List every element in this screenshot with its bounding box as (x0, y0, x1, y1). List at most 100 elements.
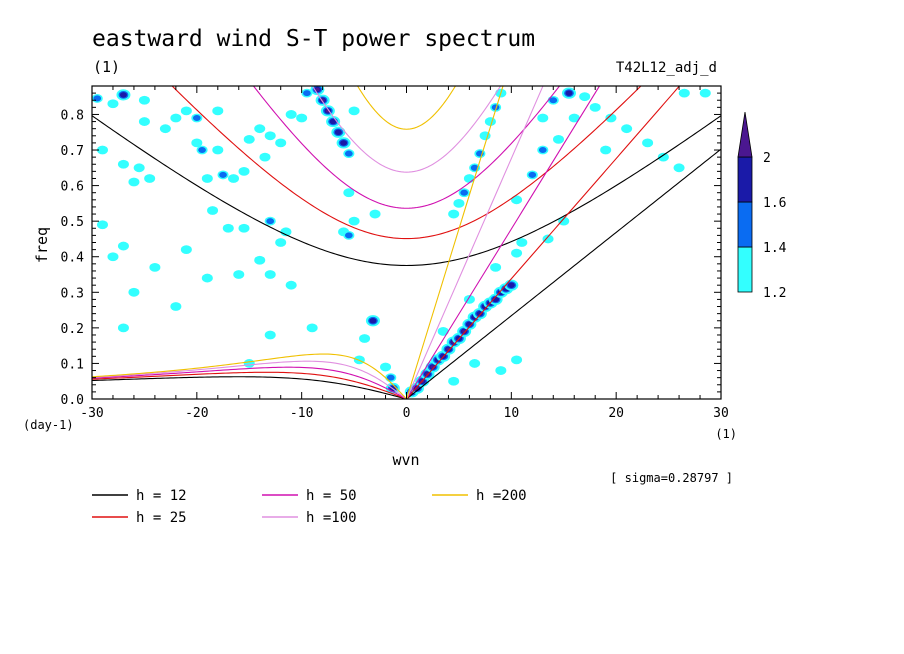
y-tick-label: 0.5 (61, 215, 84, 230)
power-blob-122 (621, 124, 633, 134)
x-tick-label: -20 (185, 406, 208, 421)
power-blob-33-level2 (266, 218, 275, 225)
power-contours (92, 86, 711, 398)
power-blob-48 (348, 216, 360, 226)
power-blob-39-level3 (329, 118, 337, 125)
power-blob-9 (96, 220, 108, 230)
power-blob-24 (238, 166, 250, 176)
x-axis-label: wvn (392, 451, 419, 469)
power-blob-52 (180, 245, 192, 255)
y-tick-label: 0.3 (61, 286, 84, 301)
power-blob-113-level2 (538, 146, 547, 154)
gravity-curve-4 (356, 86, 457, 130)
rossby-curve-1 (92, 371, 407, 399)
power-blob-46 (285, 110, 297, 119)
legend-label-3: h =100 (306, 510, 357, 526)
power-blob-123 (642, 138, 654, 148)
y-tick-label: 0.6 (61, 180, 84, 195)
power-blob-50-level2 (344, 232, 353, 239)
power-blob-6 (133, 163, 145, 173)
power-blob-114 (553, 134, 565, 144)
power-blob-10 (117, 241, 129, 251)
power-blob-124 (657, 152, 669, 162)
power-blob-90-level3 (507, 282, 515, 288)
power-blob-58 (149, 262, 161, 272)
gravity-curve-2 (252, 86, 561, 209)
power-blob-12 (138, 117, 150, 126)
legend-label-2: h = 50 (306, 488, 357, 504)
power-blob-118-level3 (565, 90, 573, 96)
power-blob-17 (212, 106, 224, 116)
power-blob-22-level2 (219, 171, 227, 178)
colorbar-arrow (737, 111, 753, 158)
colorbar-label: 1.2 (763, 286, 786, 301)
y-tick-label: 0.2 (61, 322, 84, 337)
chart-subtitle-right: T42L12_adj_d (616, 60, 717, 76)
power-blob-66 (359, 334, 371, 343)
power-blob-51 (369, 209, 381, 219)
power-blob-93 (490, 262, 502, 272)
power-blob-34 (280, 227, 292, 237)
y-axis: 0.0 0.1 0.2 0.3 0.4 0.5 0.6 0.7 0.8 (61, 85, 721, 408)
y-tick-label: 0.0 (61, 393, 84, 408)
chart-subtitle-left: (1) (93, 58, 120, 76)
rossby-curve-2 (92, 366, 407, 399)
power-blob-129 (511, 355, 523, 365)
power-blob-28 (275, 138, 287, 148)
power-blob-95 (516, 238, 528, 247)
kelvin-curve-1 (406, 86, 681, 399)
chart-title: eastward wind S-T power spectrum (92, 26, 535, 52)
power-blob-18 (191, 138, 203, 148)
colorbar-segment-0 (737, 246, 753, 293)
sigma-note: [ sigma=0.28797 ] (610, 471, 733, 485)
kelvin-curve-2 (406, 86, 601, 399)
dispersion-curves (92, 86, 721, 399)
colorbar-segment-1 (737, 201, 753, 248)
y-tick-label: 0.7 (61, 144, 84, 159)
power-blob-128 (699, 88, 711, 98)
power-blob-119 (579, 92, 591, 102)
power-blob-100 (469, 359, 481, 368)
power-blob-91 (437, 327, 449, 336)
kelvin-curve-0 (406, 148, 721, 399)
power-blob-56 (264, 270, 276, 279)
power-blob-116 (568, 113, 580, 123)
y-axis-label: freq (33, 227, 51, 263)
power-blob-15 (180, 106, 192, 116)
power-blob-29 (259, 152, 271, 162)
x-tick-label: 20 (608, 406, 624, 421)
power-blob-1 (107, 99, 119, 109)
power-blob-107 (484, 117, 496, 126)
power-blob-3 (138, 95, 150, 105)
legend: h = 12 h = 25 h = 50 h =100 h =200 (92, 488, 527, 526)
power-blob-112-level2 (528, 171, 537, 178)
power-blob-111 (511, 195, 523, 205)
gravity-curve-0 (92, 115, 721, 267)
colorbar-label: 1.4 (763, 241, 787, 256)
power-blob-26 (254, 124, 266, 134)
power-blob-102 (453, 198, 465, 208)
power-blob-68-level2 (386, 374, 395, 381)
colorbar-segment-2 (737, 156, 753, 203)
power-blob-14 (170, 113, 182, 123)
colorbar-label: 1.6 (763, 196, 786, 211)
kelvin-curve-4 (405, 86, 504, 399)
x-tick-label: -30 (80, 406, 103, 421)
power-blob-117-level2 (549, 97, 558, 104)
power-blob-97 (558, 216, 570, 226)
power-blob-4 (96, 145, 108, 155)
legend-label-0: h = 12 (136, 488, 187, 504)
rossby-curve-3 (92, 360, 407, 399)
colorbar-label: 2 (763, 151, 771, 166)
x-tick-label: 10 (504, 406, 520, 421)
power-blob-127 (678, 88, 690, 98)
power-blob-98 (495, 366, 507, 375)
power-blob-2-level3 (119, 92, 127, 98)
legend-label-4: h =200 (476, 488, 527, 504)
power-blob-60 (170, 302, 182, 311)
power-blob-103-level2 (460, 189, 469, 196)
power-blob-55 (254, 255, 266, 265)
power-blob-8 (144, 174, 156, 183)
power-blob-16-level2 (192, 114, 201, 122)
